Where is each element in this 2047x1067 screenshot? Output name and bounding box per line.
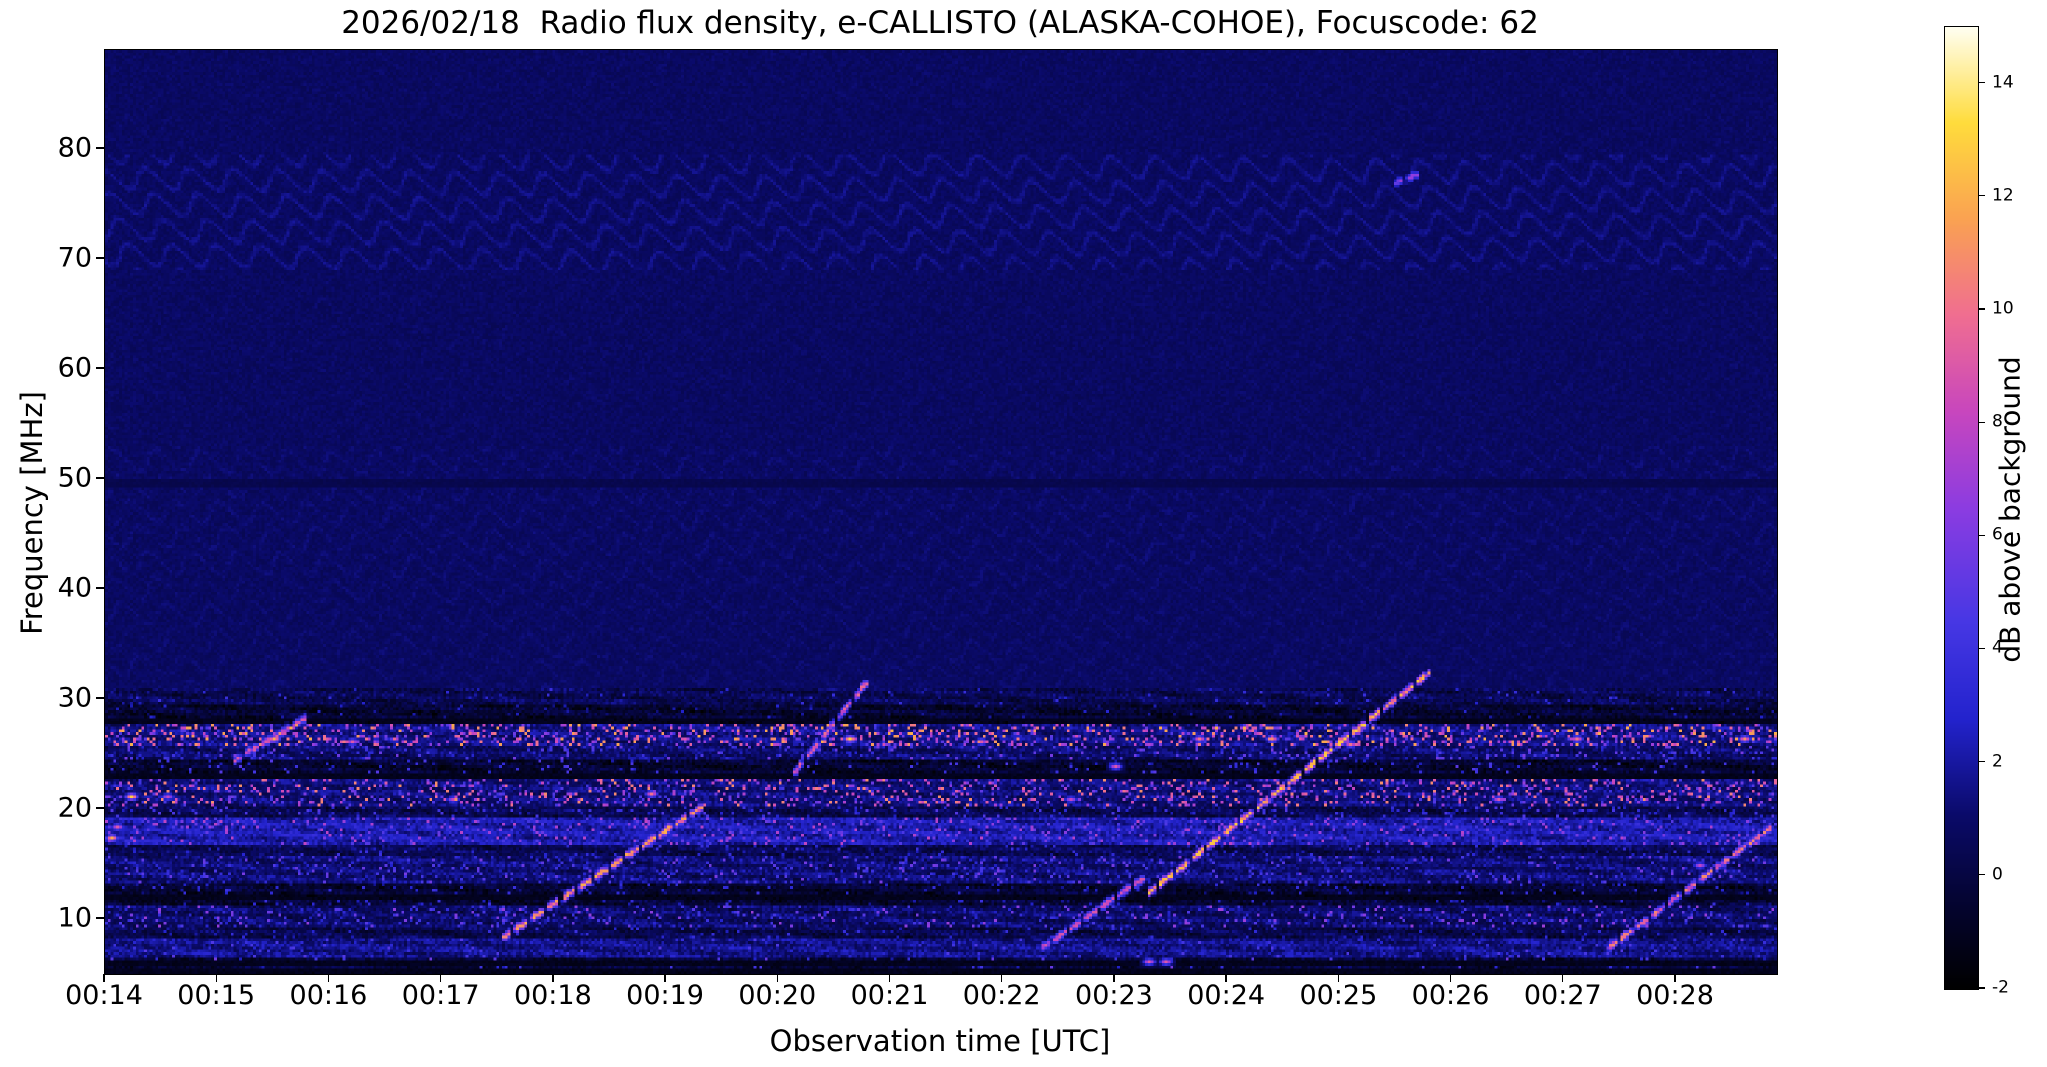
y-tick-mark: [96, 697, 104, 699]
colorbar-label: dB above background: [1993, 356, 2027, 663]
x-tick-mark: [552, 974, 554, 982]
y-tick-mark: [96, 917, 104, 919]
colorbar-tick-mark: [1979, 987, 1985, 989]
colorbar-tick-label: 4: [1992, 637, 2003, 658]
colorbar-tick-label: 12: [1992, 185, 2014, 206]
x-tick-mark: [327, 974, 330, 982]
x-tick-mark: [664, 974, 666, 982]
colorbar-tick-label: -2: [1992, 977, 2009, 998]
x-axis-label: Observation time [UTC]: [769, 1024, 1111, 1058]
x-tick-mark: [1449, 974, 1452, 982]
x-tick-mark: [1674, 974, 1676, 982]
colorbar-gradient: [1945, 27, 1978, 989]
y-tick-mark: [96, 807, 104, 809]
y-tick-label: 10: [57, 902, 92, 934]
x-tick-mark: [776, 974, 778, 982]
x-tick-label: 00:17: [401, 980, 480, 1011]
y-tick-label: 70: [57, 242, 92, 274]
colorbar-tick-label: 10: [1992, 298, 2014, 319]
x-tick-mark: [888, 974, 891, 982]
spectrogram-heatmap: [105, 50, 1777, 974]
colorbar-tick-mark: [1979, 874, 1985, 876]
x-tick-label: 00:27: [1523, 980, 1602, 1011]
colorbar: [1944, 26, 1979, 990]
y-tick-label: 50: [57, 462, 92, 494]
plot-area: [104, 49, 1778, 975]
x-tick-label: 00:24: [1187, 980, 1266, 1011]
colorbar-tick-mark: [1979, 761, 1985, 763]
x-tick-mark: [1113, 974, 1115, 982]
y-tick-label: 20: [57, 792, 92, 824]
x-tick-label: 00:16: [289, 980, 368, 1011]
x-tick-label: 00:15: [177, 980, 256, 1011]
x-tick-label: 00:14: [65, 980, 143, 1011]
colorbar-tick-label: 8: [1992, 411, 2003, 432]
y-tick-mark: [96, 147, 104, 149]
colorbar-tick-label: 6: [1992, 524, 2003, 545]
colorbar-tick-mark: [1979, 534, 1985, 536]
x-tick-label: 00:20: [738, 980, 817, 1011]
colorbar-tick-mark: [1979, 421, 1985, 423]
colorbar-tick-mark: [1979, 195, 1985, 197]
x-tick-mark: [1337, 974, 1340, 982]
y-tick-label: 60: [57, 352, 92, 384]
y-tick-mark: [96, 257, 104, 259]
x-tick-label: 00:23: [1075, 980, 1153, 1011]
x-tick-label: 00:19: [626, 980, 704, 1011]
x-tick-mark: [439, 974, 442, 982]
x-tick-label: 00:21: [850, 980, 929, 1011]
x-tick-mark: [1001, 974, 1003, 982]
x-tick-label: 00:25: [1299, 980, 1378, 1011]
x-tick-mark: [103, 974, 105, 982]
chart-title: 2026/02/18 Radio flux density, e-CALLIST…: [341, 5, 1539, 41]
y-tick-mark: [96, 367, 104, 369]
colorbar-tick-mark: [1979, 81, 1985, 84]
colorbar-tick-label: 2: [1992, 751, 2003, 772]
x-tick-mark: [1562, 974, 1564, 982]
colorbar-tick-label: 0: [1992, 864, 2003, 885]
y-tick-mark: [96, 587, 104, 589]
x-tick-label: 00:26: [1411, 980, 1490, 1011]
y-tick-label: 30: [57, 682, 92, 714]
y-tick-mark: [96, 477, 104, 479]
colorbar-tick-mark: [1979, 308, 1985, 310]
y-tick-label: 40: [57, 572, 92, 604]
colorbar-tick-mark: [1979, 647, 1985, 650]
y-tick-label: 80: [57, 132, 92, 164]
colorbar-tick-label: 14: [1992, 72, 2014, 93]
x-tick-mark: [215, 974, 217, 982]
x-tick-label: 00:18: [513, 980, 592, 1011]
x-tick-label: 00:22: [962, 980, 1041, 1011]
x-tick-mark: [1225, 974, 1227, 982]
x-tick-label: 00:28: [1636, 980, 1714, 1011]
